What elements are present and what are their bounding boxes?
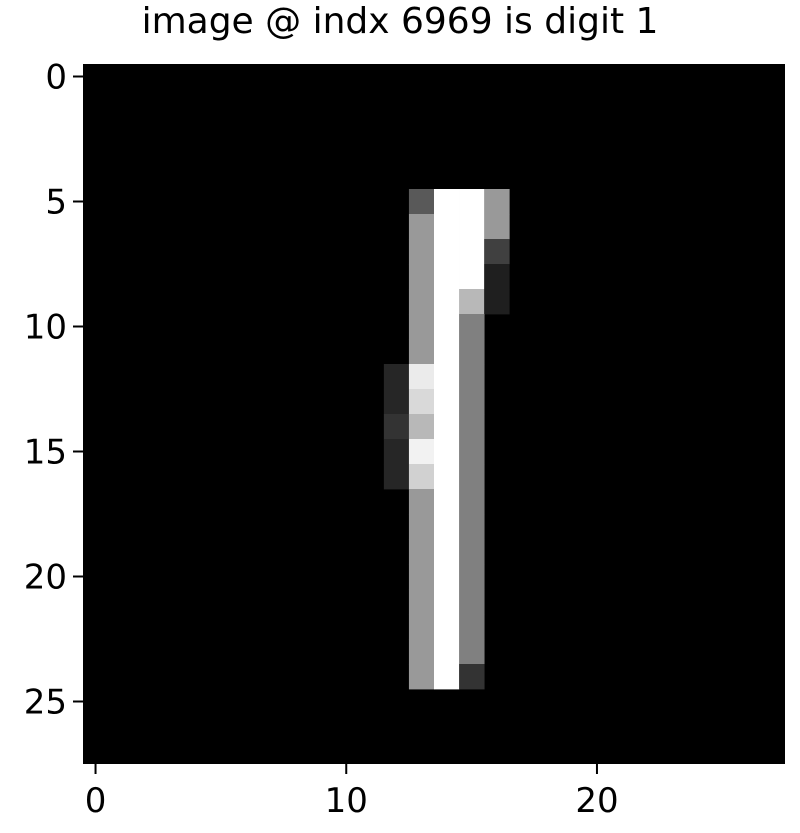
heatmap-cell [459, 539, 485, 565]
heatmap-cell [383, 414, 410, 440]
heatmap-cell [459, 264, 485, 290]
heatmap-cell [434, 239, 460, 265]
heatmap-cell [408, 364, 435, 390]
y-tick-label: 25 [24, 683, 67, 723]
heatmap-cell [434, 414, 460, 440]
heatmap-cell [459, 214, 485, 240]
heatmap-cell [408, 314, 435, 340]
heatmap-cell [459, 239, 485, 265]
heatmap-cell [459, 489, 485, 515]
x-tick-label: 10 [325, 781, 368, 821]
heatmap-cell [434, 514, 460, 540]
heatmap-cell [434, 314, 460, 340]
x-axis: 0 10 20 [85, 764, 619, 821]
heatmap-cell [484, 214, 510, 240]
heatmap-cell [434, 439, 460, 465]
heatmap-cell [383, 364, 410, 390]
heatmap-cell [434, 489, 460, 515]
heatmap-cell [408, 489, 435, 515]
heatmap-cell [434, 589, 460, 615]
heatmap-cell [459, 414, 485, 440]
x-tick-label: 0 [85, 781, 107, 821]
heatmap-cell [434, 664, 460, 690]
heatmap-cell [434, 189, 460, 215]
heatmap-cell [459, 289, 485, 315]
heatmap-cell [434, 264, 460, 290]
heatmap-cell [459, 364, 485, 390]
heatmap-cell [434, 614, 460, 640]
heatmap-cell [434, 464, 460, 490]
heatmap-cell [459, 614, 485, 640]
heatmap-cell [459, 639, 485, 665]
heatmap-cell [408, 289, 435, 315]
heatmap-cell [408, 239, 435, 265]
heatmap-cell [408, 189, 435, 215]
heatmap-cell [459, 664, 485, 690]
heatmap-cell [408, 564, 435, 590]
heatmap-cell [408, 339, 435, 365]
heatmap-cell [408, 264, 435, 290]
y-axis: 0 5 10 15 20 25 [24, 58, 83, 723]
heatmap-cell [408, 639, 435, 665]
y-tick-label: 0 [45, 58, 67, 98]
heatmap-cell [459, 564, 485, 590]
heatmap-cell [408, 539, 435, 565]
heatmap-cell [459, 389, 485, 415]
heatmap-cell [484, 289, 510, 315]
heatmap-cell [408, 414, 435, 440]
heatmap-cell [434, 389, 460, 415]
heatmap-cell [484, 189, 510, 215]
heatmap-cell [434, 564, 460, 590]
y-tick-label: 20 [24, 558, 67, 598]
heatmap-cell [459, 439, 485, 465]
heatmap-cell [459, 189, 485, 215]
heatmap-cell [434, 289, 460, 315]
heatmap-cell [408, 214, 435, 240]
heatmap-cell [459, 314, 485, 340]
heatmap-cell [383, 439, 410, 465]
heatmap-cell [434, 639, 460, 665]
x-tick-label: 20 [575, 781, 618, 821]
heatmap-cell [408, 664, 435, 690]
heatmap-cell [408, 464, 435, 490]
heatmap-cell [408, 389, 435, 415]
heatmap-cell [408, 614, 435, 640]
heatmap-cell [408, 589, 435, 615]
heatmap-cell [434, 214, 460, 240]
heatmap-cell [434, 539, 460, 565]
heatmap-cell [383, 464, 410, 490]
y-tick-label: 15 [24, 433, 67, 473]
heatmap-cell [459, 589, 485, 615]
heatmap-cell [459, 464, 485, 490]
heatmap-cell [383, 389, 410, 415]
y-tick-label: 10 [24, 308, 67, 348]
heatmap-cell [408, 439, 435, 465]
heatmap-cell [484, 239, 510, 265]
heatmap-cell [484, 264, 510, 290]
heatmap-cell [459, 339, 485, 365]
heatmap-cell [408, 514, 435, 540]
heatmap-cell [459, 514, 485, 540]
heatmap-cells [83, 64, 785, 764]
y-tick-label: 5 [45, 183, 67, 223]
heatmap-cell [434, 339, 460, 365]
heatmap-cell [434, 364, 460, 390]
chart-title: image @ indx 6969 is digit 1 [141, 1, 659, 42]
